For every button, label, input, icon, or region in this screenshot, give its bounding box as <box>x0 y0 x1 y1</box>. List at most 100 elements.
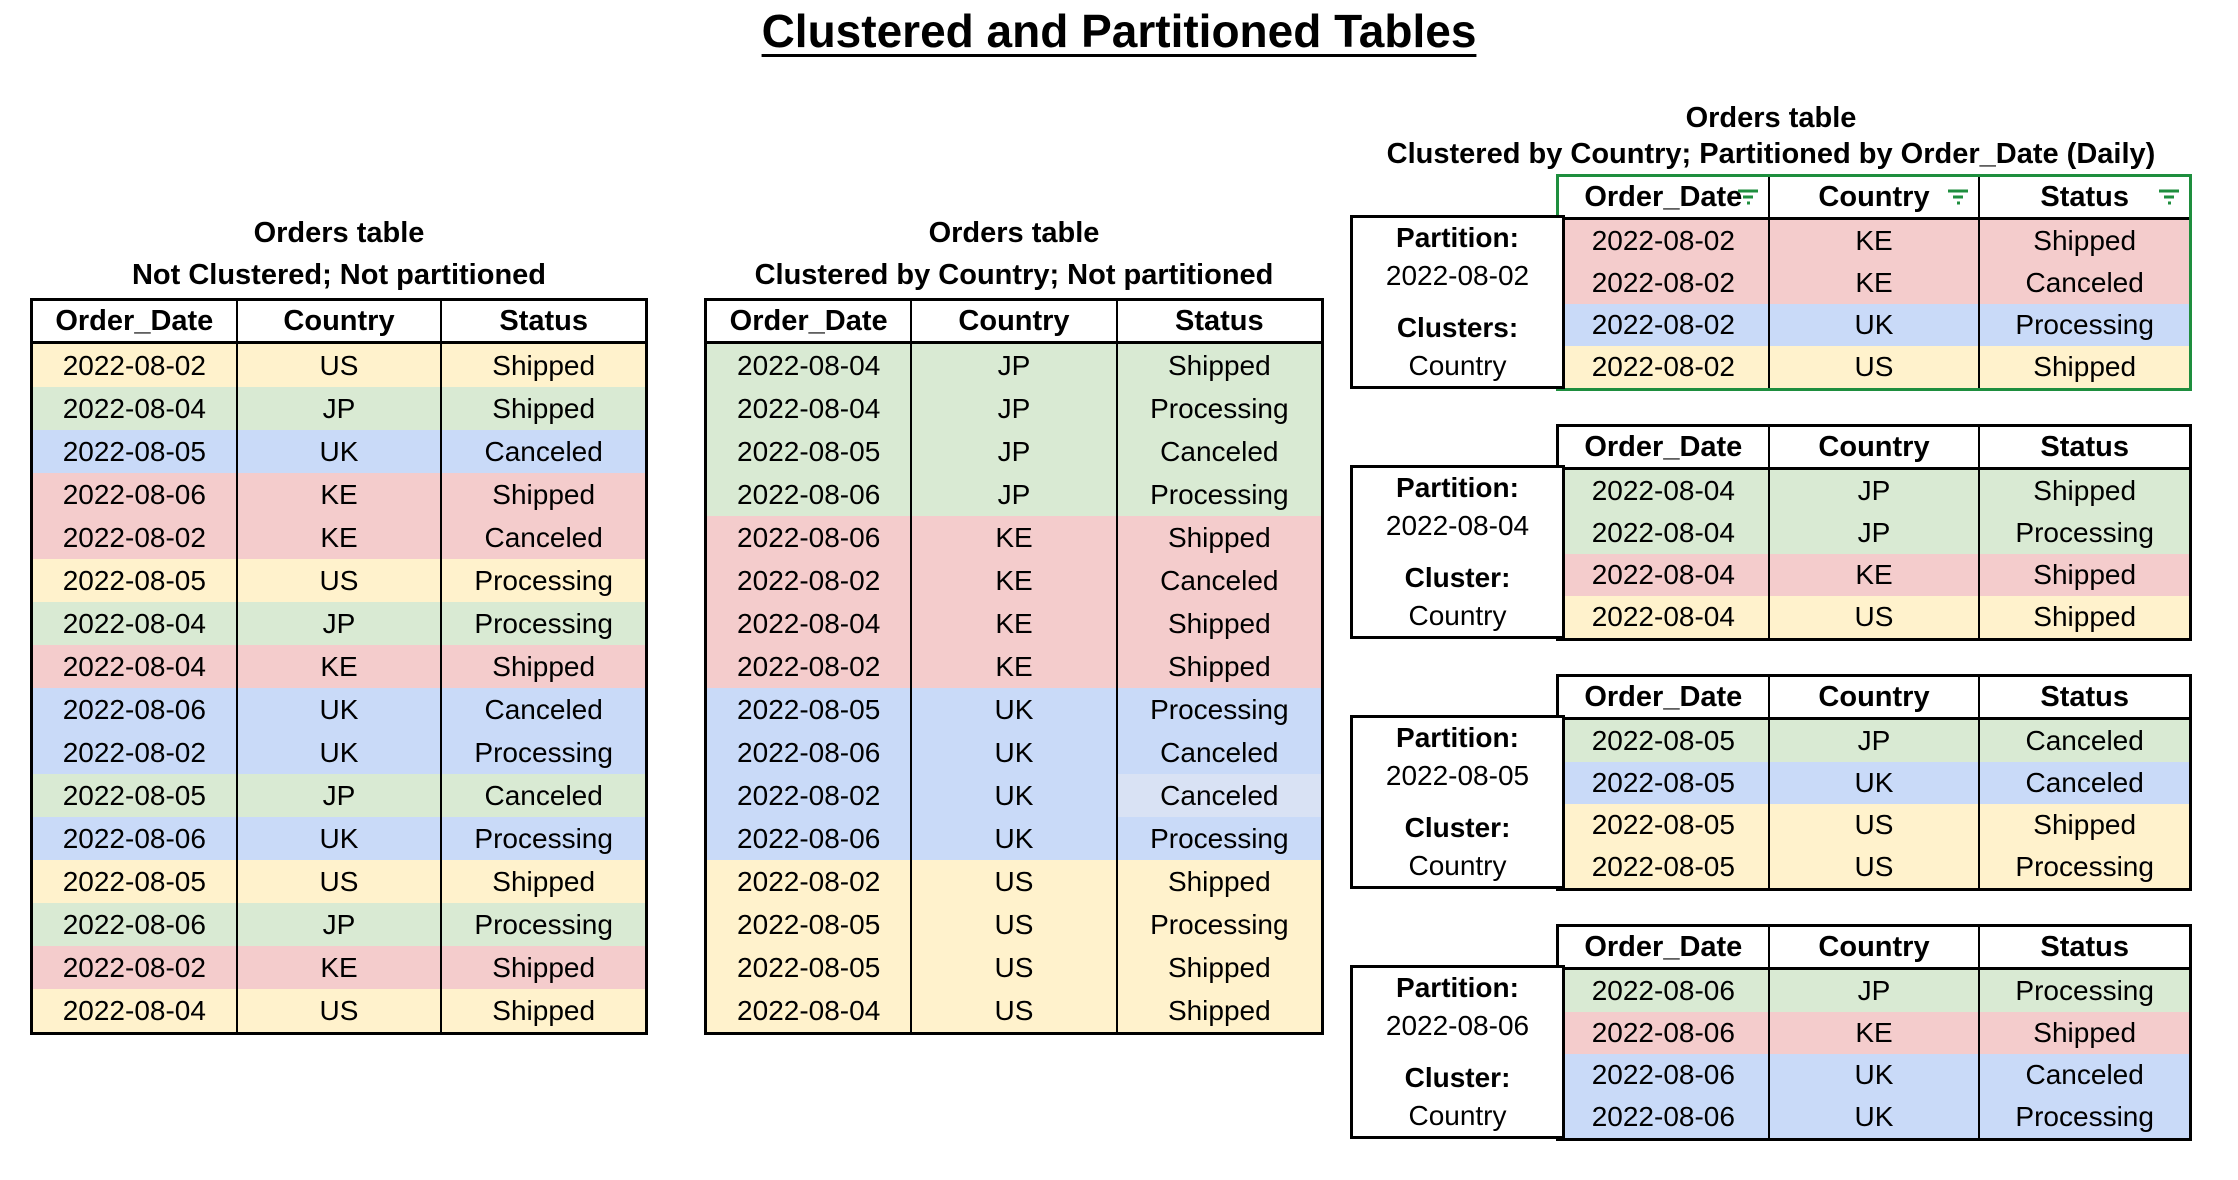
column-header-label: Country <box>1818 680 1930 713</box>
cell-order-date: 2022-08-02 <box>1559 346 1768 388</box>
table-row: 2022-08-02 US Shipped <box>1559 346 2190 388</box>
cell-country: JP <box>910 344 1116 387</box>
cell-country: UK <box>235 817 441 860</box>
cell-status: Shipped <box>1978 554 2190 596</box>
cell-status: Shipped <box>440 344 646 387</box>
table-row: 2022-08-06 UK Canceled <box>1559 1054 2190 1096</box>
table-row: 2022-08-05 US Processing <box>1559 846 2190 888</box>
cell-country: JP <box>235 903 441 946</box>
partition-value: 2022-08-02 <box>1385 260 1530 291</box>
cluster-value: Country <box>1408 850 1507 881</box>
partition-value: 2022-08-04 <box>1385 510 1530 541</box>
table-body: 2022-08-05 JP Canceled 2022-08-05 UK Canceled… <box>1559 720 2190 888</box>
cell-order-date: 2022-08-06 <box>33 688 236 731</box>
partition-label: Partition: <box>1396 222 1519 253</box>
cell-country: KE <box>910 602 1116 645</box>
cell-country: KE <box>1767 554 1979 596</box>
cell-country: UK <box>910 688 1116 731</box>
table-row: 2022-08-02 KE Shipped <box>1559 220 2190 262</box>
cell-order-date: 2022-08-05 <box>33 860 236 903</box>
table-row: 2022-08-04 US Shipped <box>1559 596 2190 638</box>
cell-country: US <box>1767 804 1979 846</box>
cell-country: US <box>235 559 441 602</box>
table-title: Orders table <box>253 217 425 249</box>
cluster-label: Clusters: <box>1396 312 1519 343</box>
column-header-label: Status <box>2040 680 2129 713</box>
cell-country: KE <box>1767 1012 1979 1054</box>
cell-country: US <box>910 860 1116 903</box>
cell-country: UK <box>1767 1054 1979 1096</box>
cell-country: JP <box>235 602 441 645</box>
cell-status: Shipped <box>1115 645 1321 688</box>
cell-order-date: 2022-08-02 <box>707 559 911 602</box>
table-subtitle: Not Clustered; Not partitioned <box>131 259 547 291</box>
cell-status: Canceled <box>440 430 646 473</box>
partition-table: Order_Date Country Status 2022-08-06 JP Pr… <box>1556 924 2192 1141</box>
table-row: 2022-08-06 KE Shipped <box>707 516 1321 559</box>
table-row: 2022-08-02 KE Canceled <box>707 559 1321 602</box>
cell-country: KE <box>235 946 441 989</box>
cell-status: Processing <box>440 559 646 602</box>
table-row: 2022-08-04 KE Shipped <box>1559 554 2190 596</box>
table-body: 2022-08-02 US Shipped 2022-08-04 JP Shipped 20… <box>33 344 646 1032</box>
cell-country: UK <box>1767 304 1979 346</box>
table-row: 2022-08-06 UK Processing <box>33 817 646 860</box>
table-row: 2022-08-02 KE Canceled <box>1559 262 2190 304</box>
cell-status: Shipped <box>1978 1012 2190 1054</box>
cell-country: JP <box>910 387 1116 430</box>
orders-table-clustered: Order_Date Country Status 2022-08-04 JP Sh… <box>704 298 1324 1035</box>
column-header-status: Status <box>1978 427 2189 467</box>
column-header-order-date: Order_Date <box>1559 427 1768 467</box>
cluster-label: Cluster: <box>1404 812 1511 843</box>
cell-order-date: 2022-08-04 <box>1559 554 1768 596</box>
cell-order-date: 2022-08-02 <box>707 774 911 817</box>
cell-status: Shipped <box>1978 470 2190 512</box>
cell-status: Canceled <box>1115 430 1321 473</box>
partition-group-2022-08-05: Order_Date Country Status 2022-08-05 JP Ca… <box>1350 672 2192 891</box>
partition-group-2022-08-06: Order_Date Country Status 2022-08-06 JP Pr… <box>1350 922 2192 1141</box>
partition-label-box: Partition: 2022-08-02 Clusters: Country <box>1350 215 1565 389</box>
table-row: 2022-08-06 JP Processing <box>707 473 1321 516</box>
table-row: 2022-08-02 US Shipped <box>33 344 646 387</box>
cell-status: Processing <box>1978 970 2190 1012</box>
table-row: 2022-08-02 UK Processing <box>33 731 646 774</box>
cell-order-date: 2022-08-02 <box>1559 304 1768 346</box>
column-header-label: Order_Date <box>729 304 888 337</box>
cell-status: Shipped <box>1115 516 1321 559</box>
column-header-label: Order_Date <box>1584 930 1743 963</box>
column-header-label: Order_Date <box>1584 680 1743 713</box>
column-header-label: Status <box>2040 930 2129 963</box>
filter-icon <box>2159 189 2180 205</box>
column-header-country: Country <box>1767 677 1979 717</box>
cell-country: US <box>1767 846 1979 888</box>
column-header-label: Status <box>1175 304 1264 337</box>
cell-country: KE <box>910 559 1116 602</box>
cell-order-date: 2022-08-04 <box>33 602 236 645</box>
cell-order-date: 2022-08-05 <box>707 430 911 473</box>
cell-status: Shipped <box>1115 946 1321 989</box>
table-row: 2022-08-05 JP Canceled <box>33 774 646 817</box>
table-subtitle: Clustered by Country; Not partitioned <box>754 259 1274 291</box>
cell-status: Canceled <box>1115 559 1321 602</box>
column-header-order-date: Order_Date <box>707 301 910 341</box>
column-header-label: Order_Date <box>1584 180 1743 213</box>
cell-country: JP <box>1767 970 1979 1012</box>
cell-country: UK <box>235 688 441 731</box>
cell-country: KE <box>1767 262 1979 304</box>
column-header-order-date: Order_Date <box>33 301 236 341</box>
table-row: 2022-08-06 UK Canceled <box>33 688 646 731</box>
cell-country: UK <box>1767 1096 1979 1138</box>
cell-order-date: 2022-08-04 <box>707 344 911 387</box>
column-header-label: Order_Date <box>1584 430 1743 463</box>
cell-status: Processing <box>1978 304 2190 346</box>
cluster-label: Cluster: <box>1404 1062 1511 1093</box>
column-header-label: Country <box>1818 930 1930 963</box>
cell-order-date: 2022-08-06 <box>1559 1054 1768 1096</box>
cell-order-date: 2022-08-02 <box>1559 220 1768 262</box>
cell-status: Processing <box>1978 1096 2190 1138</box>
cell-country: US <box>1767 596 1979 638</box>
cell-status: Canceled <box>1978 720 2190 762</box>
cell-order-date: 2022-08-02 <box>707 860 911 903</box>
cell-order-date: 2022-08-04 <box>707 602 911 645</box>
table-row: 2022-08-06 JP Processing <box>1559 970 2190 1012</box>
